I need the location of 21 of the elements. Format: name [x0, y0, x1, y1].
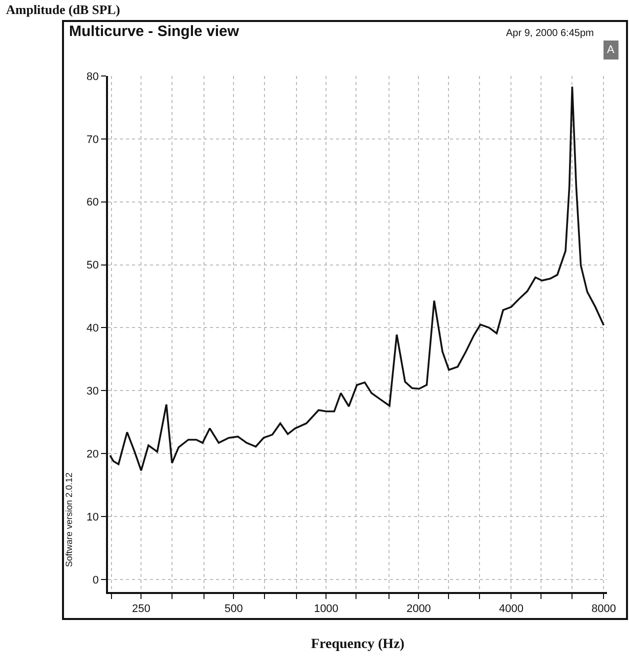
x-axis-title: Frequency (Hz) [311, 637, 405, 652]
y-tick-label: 40 [86, 322, 99, 335]
y-axis-title: Amplitude (dB SPL) [6, 2, 120, 17]
y-tick-label: 20 [86, 448, 99, 460]
x-tick-label: 8000 [591, 603, 616, 616]
x-tick-label: 4000 [498, 603, 524, 616]
y-tick-label: 0 [92, 574, 99, 586]
y-tick-label: 80 [86, 70, 99, 83]
y-tick-label: 50 [86, 260, 99, 272]
x-tick-label: 2000 [406, 603, 431, 616]
y-tick-label: 60 [86, 196, 99, 209]
chart-title: Multicurve - Single view [69, 23, 240, 40]
x-tick-label: 1000 [314, 603, 338, 616]
y-tick-label: 10 [86, 511, 99, 524]
text: Apr 9, 2000 6:45pm [506, 28, 594, 39]
x-tick-label: 500 [224, 603, 243, 616]
x-tick-label: 250 [132, 603, 150, 616]
text: Software version 2.0.12 [64, 472, 74, 567]
y-tick-label: 30 [86, 385, 99, 398]
text: A [607, 44, 615, 56]
y-tick-label: 70 [86, 134, 99, 146]
